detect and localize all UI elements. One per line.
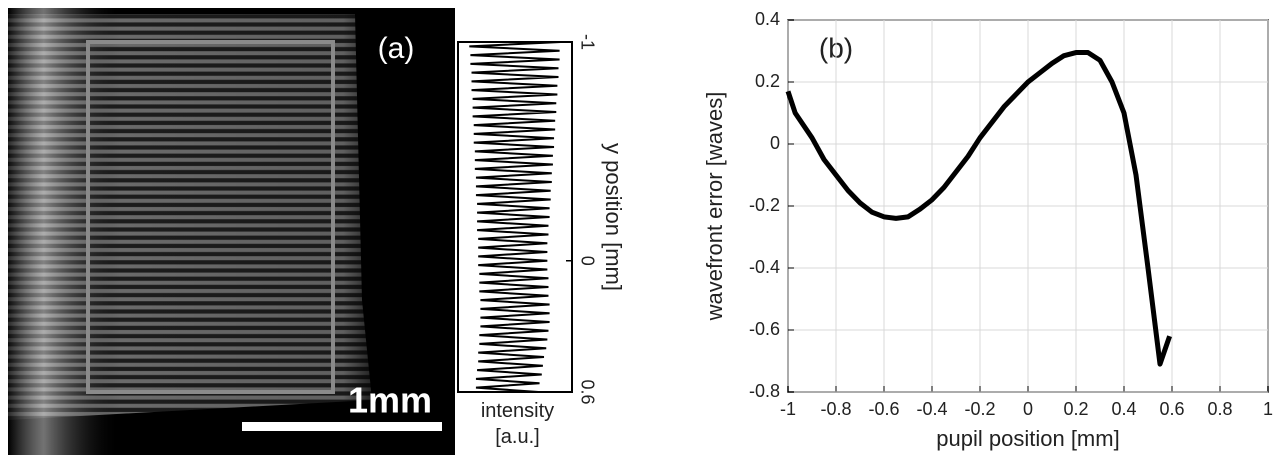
roi-box xyxy=(86,40,335,394)
y-tick-label: 0.6 xyxy=(577,379,597,404)
fringe-image xyxy=(8,8,455,455)
panel-label: (a) xyxy=(378,32,415,65)
y-tick-label: -0.2 xyxy=(749,195,780,215)
y-axis-label: y position [mm] xyxy=(601,143,626,291)
intensity-frame xyxy=(457,41,573,393)
x-tick-label: 0.8 xyxy=(1207,399,1232,419)
y-tick-label: -0.8 xyxy=(749,381,780,401)
x-tick-label: -0.4 xyxy=(916,399,947,419)
x-axis-label: pupil position [mm] xyxy=(936,426,1119,451)
y-tick-label: 0.2 xyxy=(755,71,780,91)
intensity-line xyxy=(469,41,561,393)
y-tick-label: -0.4 xyxy=(749,257,780,277)
x-tick-label: -1 xyxy=(780,399,796,419)
scale-bar-label: 1mm xyxy=(348,380,432,421)
y-tick-label: 0.4 xyxy=(755,9,780,29)
y-axis-label: wavefront error [waves] xyxy=(702,92,727,322)
x-tick-label: 1 xyxy=(1263,399,1273,419)
x-tick-label: 0.6 xyxy=(1159,399,1184,419)
x-axis-label: intensity [a.u.] xyxy=(480,400,555,448)
y-tick-label: 0 xyxy=(577,256,597,266)
x-tick-label: 0.2 xyxy=(1063,399,1088,419)
y-tick-label: -1 xyxy=(577,34,597,50)
x-tick-label: -0.2 xyxy=(964,399,995,419)
x-label-box: intensity [a.u.] xyxy=(480,400,555,448)
y-tick-label: 0 xyxy=(770,133,780,153)
x-tick-label: -0.8 xyxy=(820,399,851,419)
x-tick-label: 0.4 xyxy=(1111,399,1136,419)
y-tick-label: -0.6 xyxy=(749,319,780,339)
data-line xyxy=(785,50,1172,367)
x-tick-label: -0.6 xyxy=(868,399,899,419)
x-tick-label: 0 xyxy=(1023,399,1033,419)
scale-bar xyxy=(242,422,442,431)
